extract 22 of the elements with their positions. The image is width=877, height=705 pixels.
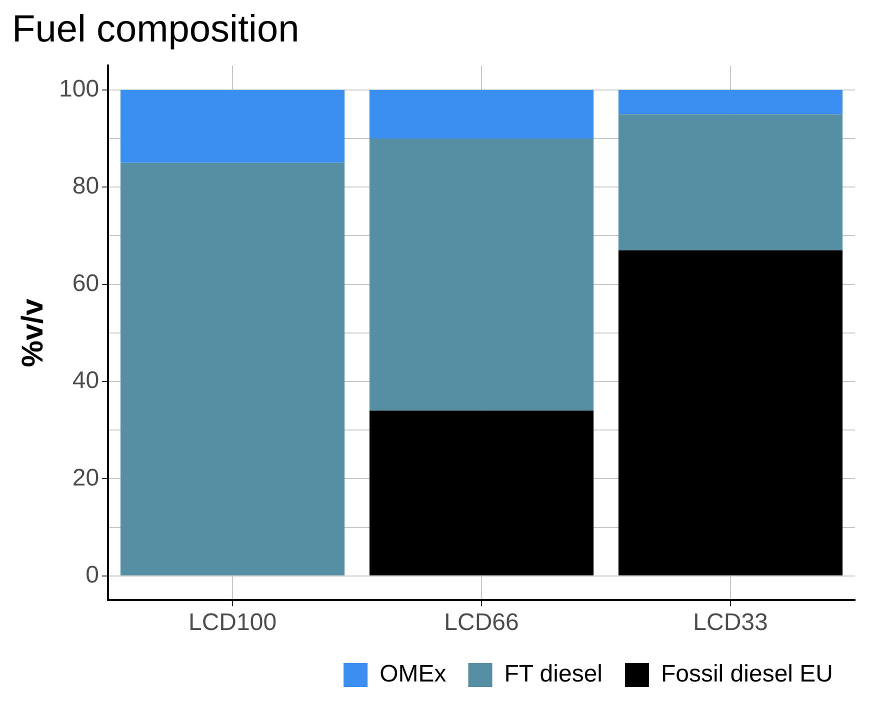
bar xyxy=(369,90,594,138)
x-tick-label: LCD100 xyxy=(188,609,277,636)
bar xyxy=(618,250,843,576)
legend-label: Fossil diesel EU xyxy=(660,660,834,688)
legend-label: OMEx xyxy=(380,660,446,688)
bar xyxy=(120,162,345,576)
y-tick-label: 0 xyxy=(86,562,100,589)
y-tick-label: 100 xyxy=(58,76,100,103)
bar xyxy=(120,90,345,163)
legend-label: FT diesel xyxy=(504,660,603,688)
y-tick-label: 80 xyxy=(72,172,100,200)
bar xyxy=(618,114,843,250)
y-tick-label: 40 xyxy=(72,367,100,394)
x-tick-label: LCD33 xyxy=(693,609,768,636)
chart-title: Fuel composition xyxy=(12,8,300,50)
y-tick-label: 60 xyxy=(72,270,100,297)
bar xyxy=(369,410,594,576)
x-tick-label: LCD66 xyxy=(444,609,519,636)
y-tick-label: 20 xyxy=(72,464,100,492)
bar xyxy=(369,138,594,411)
y-axis-title: %v/v xyxy=(16,298,50,368)
bar xyxy=(618,90,843,114)
